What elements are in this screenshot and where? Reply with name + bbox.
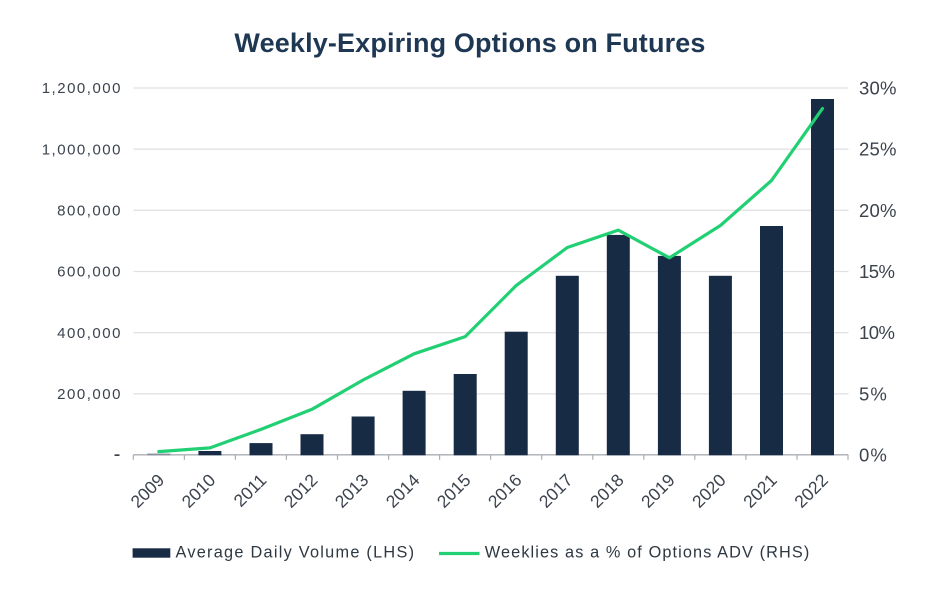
svg-text:2022: 2022 <box>790 470 832 512</box>
svg-text:2011: 2011 <box>230 470 271 511</box>
svg-text:5%: 5% <box>859 383 887 404</box>
svg-text:Weekly-Expiring Options on Fut: Weekly-Expiring Options on Futures <box>234 28 705 58</box>
svg-text:600,000: 600,000 <box>57 264 120 281</box>
svg-text:10%: 10% <box>859 322 895 343</box>
svg-text:2019: 2019 <box>637 470 679 512</box>
svg-text:Average Daily Volume (LHS): Average Daily Volume (LHS) <box>176 544 415 562</box>
svg-text:2009: 2009 <box>127 470 169 512</box>
svg-text:200,000: 200,000 <box>57 386 120 403</box>
svg-text:2021: 2021 <box>739 470 781 512</box>
svg-text:20%: 20% <box>859 200 897 221</box>
svg-text:2016: 2016 <box>484 470 526 512</box>
svg-text:Weeklies as a % of Options ADV: Weeklies as a % of Options ADV (RHS) <box>485 544 810 562</box>
svg-text:25%: 25% <box>859 139 897 160</box>
svg-text:2020: 2020 <box>688 470 730 512</box>
svg-text:2012: 2012 <box>280 470 322 512</box>
svg-text:2013: 2013 <box>331 470 373 512</box>
svg-text:2010: 2010 <box>178 470 220 512</box>
svg-text:1,200,000: 1,200,000 <box>42 80 121 97</box>
svg-text:15%: 15% <box>859 261 895 282</box>
svg-text:400,000: 400,000 <box>57 325 120 342</box>
svg-text:2015: 2015 <box>433 470 475 512</box>
svg-text:800,000: 800,000 <box>57 203 120 220</box>
svg-text:2017: 2017 <box>535 470 577 512</box>
svg-text:1,000,000: 1,000,000 <box>42 141 121 158</box>
svg-text:2018: 2018 <box>586 470 628 512</box>
svg-text:0%: 0% <box>859 445 887 466</box>
svg-text:2014: 2014 <box>382 470 424 512</box>
svg-text:30%: 30% <box>859 78 897 99</box>
